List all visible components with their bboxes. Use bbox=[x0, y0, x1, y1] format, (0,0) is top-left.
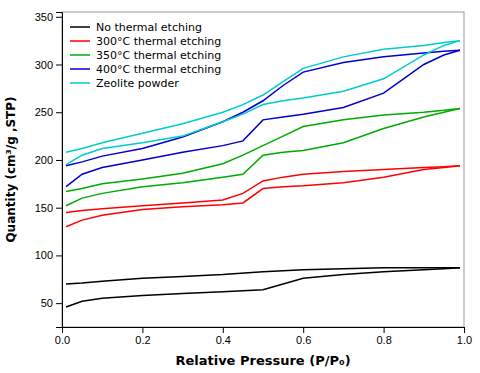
series-line bbox=[66, 268, 460, 284]
tick: 350 bbox=[35, 11, 62, 23]
tick: 0.2 bbox=[135, 327, 150, 346]
tick-label: 0.8 bbox=[376, 334, 391, 346]
tick-mark bbox=[464, 327, 465, 333]
legend: No thermal etching300°C thermal etching3… bbox=[70, 21, 221, 90]
tick: 0.4 bbox=[216, 327, 231, 346]
tick: 1.0 bbox=[457, 327, 472, 346]
tick: 0.8 bbox=[376, 327, 391, 346]
tick-mark bbox=[303, 327, 304, 333]
series-line bbox=[66, 108, 460, 205]
tick-mark bbox=[56, 255, 62, 256]
tick-mark bbox=[142, 327, 143, 333]
tick-label: 350 bbox=[35, 11, 53, 23]
tick-mark bbox=[56, 112, 62, 113]
legend-swatch bbox=[70, 40, 90, 42]
tick-label: 150 bbox=[35, 202, 53, 214]
chart: 0.0 0.2 0.4 0.6 0.8 1.0 50 100 150 200 250 300 350 No… bbox=[0, 0, 480, 373]
x-axis: 0.0 0.2 0.4 0.6 0.8 1.0 bbox=[55, 327, 472, 346]
lines bbox=[66, 41, 460, 307]
tick-label: 0.2 bbox=[135, 334, 150, 346]
tick: 50 bbox=[41, 297, 62, 309]
tick: 250 bbox=[35, 106, 62, 118]
legend-swatch bbox=[70, 54, 90, 56]
tick-label: 100 bbox=[35, 249, 53, 261]
legend-swatch bbox=[70, 26, 90, 28]
legend-swatch bbox=[70, 68, 90, 70]
legend-label: No thermal etching bbox=[96, 21, 202, 34]
legend-entry: 300°C thermal etching bbox=[70, 35, 221, 48]
tick: 200 bbox=[35, 154, 62, 166]
legend-swatch bbox=[70, 82, 90, 84]
series-line bbox=[66, 268, 460, 307]
tick-mark bbox=[56, 303, 62, 304]
tick-mark bbox=[56, 17, 62, 18]
axis-line bbox=[63, 328, 465, 334]
series-line bbox=[66, 50, 460, 187]
tick-label: 1.0 bbox=[457, 334, 472, 346]
tick-mark bbox=[384, 327, 385, 333]
tick-mark bbox=[56, 208, 62, 209]
tick: 300 bbox=[35, 59, 62, 71]
series-line bbox=[66, 41, 460, 153]
tick: 0.6 bbox=[296, 327, 311, 346]
tick-label: 0.4 bbox=[216, 334, 231, 346]
tick-label: 0.0 bbox=[55, 334, 70, 346]
tick-label: 250 bbox=[35, 106, 53, 118]
legend-entry: 400°C thermal etching bbox=[70, 63, 221, 76]
x-axis-title: Relative Pressure (P/P₀) bbox=[175, 353, 350, 368]
legend-label: Zeolite powder bbox=[96, 77, 179, 90]
legend-entry: Zeolite powder bbox=[70, 77, 179, 90]
tick: 100 bbox=[35, 249, 62, 261]
series-line bbox=[66, 50, 460, 166]
series-line bbox=[66, 166, 460, 227]
y-axis-title: Quantity (cm³/g ,STP) bbox=[4, 96, 18, 242]
tick-label: 200 bbox=[35, 154, 53, 166]
legend-label: 300°C thermal etching bbox=[96, 35, 221, 48]
tick-label: 50 bbox=[41, 297, 53, 309]
tick-label: 0.6 bbox=[296, 334, 311, 346]
y-axis: 50 100 150 200 250 300 350 bbox=[35, 11, 63, 328]
legend-label: 400°C thermal etching bbox=[96, 63, 221, 76]
axis-line bbox=[56, 13, 63, 328]
series-line bbox=[66, 41, 460, 165]
legend-entry: No thermal etching bbox=[70, 21, 202, 34]
legend-entry: 350°C thermal etching bbox=[70, 49, 221, 62]
tick-mark bbox=[56, 65, 62, 66]
legend-label: 350°C thermal etching bbox=[96, 49, 221, 62]
tick: 0.0 bbox=[55, 327, 70, 346]
tick-mark bbox=[56, 160, 62, 161]
tick: 150 bbox=[35, 202, 62, 214]
tick-label: 300 bbox=[35, 59, 53, 71]
tick-mark bbox=[223, 327, 224, 333]
frame bbox=[62, 12, 464, 327]
plot: 0.0 0.2 0.4 0.6 0.8 1.0 50 100 150 200 250 300 350 No… bbox=[35, 11, 473, 346]
